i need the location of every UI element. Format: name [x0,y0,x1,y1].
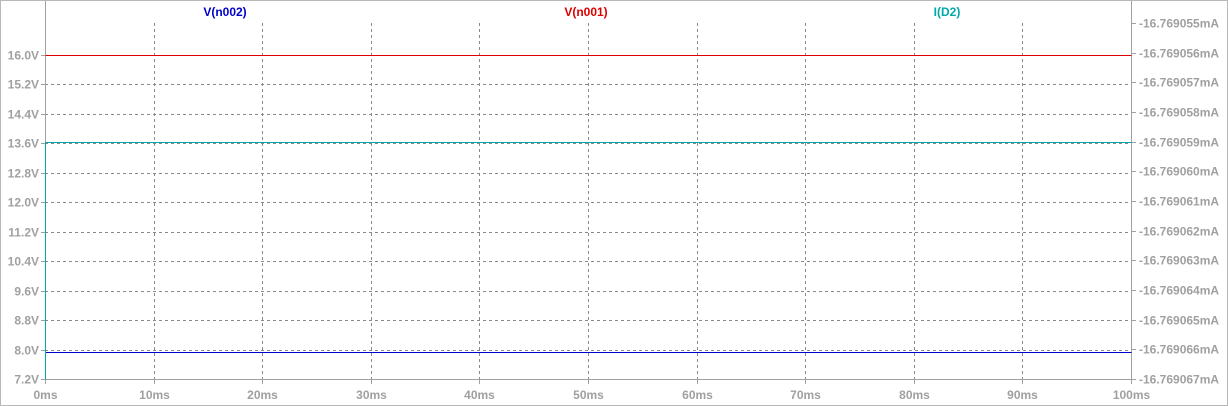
y-left-tick-label: 14.4V [8,108,39,122]
x-tick-label: 80ms [899,388,930,402]
y-left-tick-label: 7.2V [14,373,39,387]
y-left-tick-label: 13.6V [8,137,39,151]
legend-entry: V(n002) [203,5,246,19]
y-right-tick-label: -16.769065mA [1139,314,1219,328]
x-tick-label: 70ms [790,388,821,402]
x-tick-label: 0ms [33,388,57,402]
x-tick-label: 40ms [464,388,495,402]
x-tick-label: 50ms [573,388,604,402]
y-left-tick-label: 8.0V [14,344,39,358]
grid-lines [45,23,1131,379]
y-left-tick-label: 12.0V [8,196,39,210]
y-right-tick-label: -16.769060mA [1139,165,1219,179]
y-left-tick-label: 16.0V [8,49,39,63]
tick-labels: 0ms 10ms 20ms 30ms 40ms 50ms 60ms 70ms 80ms 90ms 1… [8,17,1220,403]
y-right-tick-label: -16.769064mA [1139,284,1219,298]
y-right-tick-label: -16.769061mA [1139,195,1219,209]
y-left-tick-label: 8.8V [14,314,39,328]
trace-i-d2- [45,142,1132,380]
y-right-tick-label: -16.769063mA [1139,254,1219,268]
legend-entry: V(n001) [564,5,607,19]
y-right-tick-label: -16.769057mA [1139,76,1219,90]
x-tick-label: 20ms [247,388,278,402]
legend-entry: I(D2) [934,5,961,19]
y-left-tick-label: 15.2V [8,78,39,92]
traces [45,55,1132,380]
y-right-tick-label: -16.769062mA [1139,225,1219,239]
y-right-tick-label: -16.769055mA [1139,17,1219,31]
x-tick-label: 10ms [139,388,170,402]
y-right-tick-label: -16.769066mA [1139,343,1219,357]
y-right-tick-label: -16.769059mA [1139,136,1219,150]
y-left-tick-label: 11.2V [8,226,39,240]
y-right-tick-label: -16.769058mA [1139,106,1219,120]
x-tick-label: 30ms [356,388,387,402]
y-right-tick-label: -16.769067mA [1139,373,1219,387]
x-tick-label: 90ms [1007,388,1038,402]
x-tick-label: 100ms [1113,388,1151,402]
legend: V(n002) V(n001) I(D2) [203,5,960,19]
y-left-tick-label: 10.4V [8,255,39,269]
x-tick-label: 60ms [682,388,713,402]
y-right-tick-label: -16.769056mA [1139,47,1219,61]
y-left-tick-label: 9.6V [14,285,39,299]
y-left-tick-label: 12.8V [8,167,39,181]
